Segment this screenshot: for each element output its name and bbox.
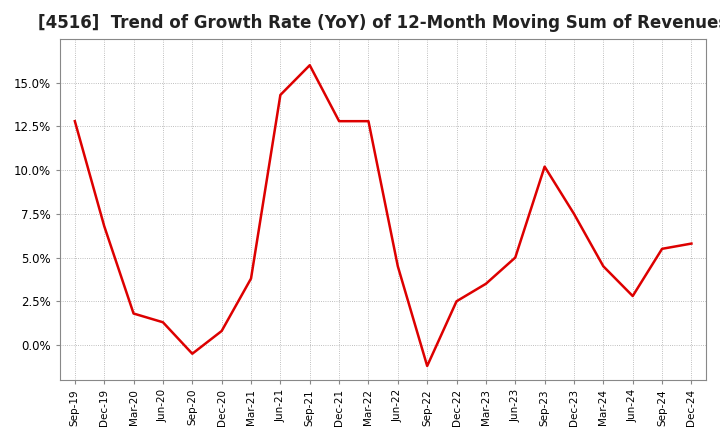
Title: [4516]  Trend of Growth Rate (YoY) of 12-Month Moving Sum of Revenues: [4516] Trend of Growth Rate (YoY) of 12-… — [38, 14, 720, 32]
